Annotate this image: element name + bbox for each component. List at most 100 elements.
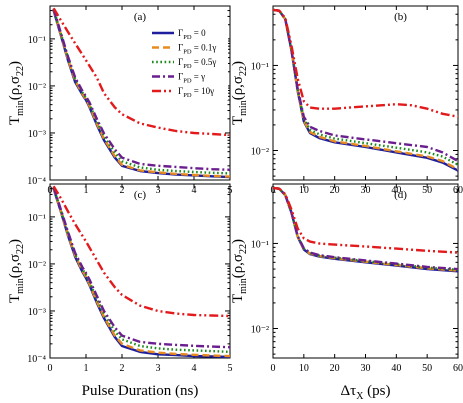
x-axis-label: Pulse Duration (ns) bbox=[82, 383, 199, 399]
panel-c: 0 1 2 3 4 5 10⁻¹ 10⁻² 10⁻³ 10⁻⁴ Tmin(ρ,σ22) Pulse D… bbox=[7, 183, 233, 399]
x-tick-label: 10 bbox=[299, 185, 309, 196]
y-tick-label: 10⁻³ bbox=[28, 129, 46, 140]
x-tick-label: 1 bbox=[84, 363, 89, 374]
y-axis-label-close: ) bbox=[7, 61, 23, 66]
panel-a: 0 1 2 3 4 510⁻¹10⁻²10⁻³10⁻⁴Tmin(ρ,σ22)(a)ΓPD … bbox=[7, 5, 233, 196]
panel-label: (a) bbox=[134, 11, 147, 23]
x-tick-label: 3 bbox=[156, 185, 161, 196]
series-group bbox=[52, 185, 230, 358]
series-line-dot bbox=[52, 187, 230, 354]
y-axis-label-sub2: 22 bbox=[15, 244, 26, 254]
y-axis-label-close: ) bbox=[230, 61, 246, 66]
x-tick-label: 0 bbox=[271, 363, 276, 374]
y-tick-label: 10⁻³ bbox=[28, 307, 46, 318]
panel-d: 0 10 20 30 40 50 60 10⁻¹ 10⁻² Tmin(ρ,σ22) ΔτX (ps)… bbox=[230, 183, 463, 402]
x-tick-label: 50 bbox=[422, 185, 432, 196]
y-axis-label-sub2: 22 bbox=[15, 66, 26, 76]
series-line-dash bbox=[52, 187, 230, 358]
x-axis-label-rest: (ps) bbox=[363, 383, 390, 399]
legend-box bbox=[150, 24, 228, 100]
x-tick-label: 2 bbox=[120, 185, 125, 196]
plot-frame bbox=[49, 183, 231, 359]
y-axis-label: Tmin(ρ,σ22) bbox=[7, 239, 26, 303]
x-axis-label: ΔτX (ps) bbox=[341, 383, 391, 402]
x-tick-label: 5 bbox=[228, 363, 233, 374]
y-axis-label-body: (ρ,σ bbox=[7, 76, 23, 100]
legend-label-sub: PD bbox=[183, 92, 192, 99]
series-line-dashdot bbox=[273, 186, 458, 271]
x-tick-label: 3 bbox=[156, 363, 161, 374]
y-tick-label: 10⁻² bbox=[251, 325, 269, 336]
x-tick-label: 20 bbox=[330, 363, 340, 374]
x-tick-label: 4 bbox=[192, 185, 197, 196]
legend-label-sub: PD bbox=[183, 49, 192, 56]
legend-label-sub: PD bbox=[183, 78, 192, 85]
y-axis-label-sub: min bbox=[15, 278, 26, 294]
series-line-solid bbox=[52, 188, 230, 358]
y-axis-label-sub: min bbox=[15, 100, 26, 116]
x-tick-label: 2 bbox=[120, 363, 125, 374]
series-line-dashdot bbox=[52, 186, 230, 349]
legend-label-sub: PD bbox=[183, 34, 192, 41]
series-line-dashdotdot bbox=[273, 8, 458, 118]
series-group bbox=[273, 186, 458, 273]
series-line-dot bbox=[273, 8, 458, 166]
series-line-dashdotdot bbox=[273, 186, 458, 254]
y-axis-label-close: ) bbox=[230, 239, 246, 244]
x-tick-label: 10 bbox=[299, 363, 309, 374]
series-line-dashdotdot bbox=[52, 185, 230, 318]
y-axis-label: Tmin(ρ,σ22) bbox=[230, 61, 249, 125]
y-tick-label: 10⁻² bbox=[28, 260, 46, 271]
y-tick-label: 10⁻² bbox=[251, 147, 269, 158]
y-axis-label: Tmin(ρ,σ22) bbox=[230, 239, 249, 303]
legend-label-rest: = 0.1γ bbox=[192, 43, 217, 53]
y-axis-label-sub2: 22 bbox=[238, 244, 249, 254]
series-line-dot bbox=[273, 186, 458, 271]
series-group bbox=[273, 8, 458, 172]
x-tick-label: 1 bbox=[84, 185, 89, 196]
series-group bbox=[52, 7, 230, 179]
legend-label-rest: = 0.5γ bbox=[192, 57, 217, 67]
y-tick-label: 10⁻⁴ bbox=[27, 176, 46, 187]
x-tick-label: 30 bbox=[361, 363, 371, 374]
series-line-solid bbox=[273, 186, 458, 273]
panel-label: (d) bbox=[394, 189, 407, 201]
y-axis-label-sub: min bbox=[238, 278, 249, 294]
x-tick-label: 40 bbox=[391, 185, 401, 196]
y-tick-label: 10⁻¹ bbox=[251, 61, 269, 72]
x-tick-label: 4 bbox=[192, 363, 197, 374]
series-line-dashdot bbox=[273, 8, 458, 163]
y-axis-label-sub2: 22 bbox=[238, 66, 249, 76]
panel-label: (c) bbox=[134, 189, 147, 201]
legend-label-rest: = γ bbox=[192, 72, 206, 82]
y-axis-label-body: (ρ,σ bbox=[7, 254, 23, 278]
x-axis-label-sub: X bbox=[356, 391, 364, 402]
y-tick-label: 10⁻² bbox=[28, 82, 46, 93]
x-tick-label: 60 bbox=[453, 363, 463, 374]
x-tick-label: 50 bbox=[422, 363, 432, 374]
y-axis-label-sub: min bbox=[238, 100, 249, 116]
y-tick-label: 10⁻¹ bbox=[28, 213, 46, 224]
legend-label-sub: PD bbox=[183, 63, 192, 70]
plot-frame bbox=[272, 183, 459, 359]
x-tick-label: 20 bbox=[330, 185, 340, 196]
y-tick-label: 10⁻⁴ bbox=[27, 354, 46, 365]
y-tick-label: 10⁻¹ bbox=[251, 239, 269, 250]
x-tick-label: 30 bbox=[361, 185, 371, 196]
series-line-dashdot bbox=[52, 8, 230, 171]
legend-label-rest: = 10γ bbox=[192, 86, 215, 96]
series-line-dash bbox=[273, 186, 458, 272]
legend-label-rest: = 0 bbox=[192, 28, 207, 38]
series-line-dashdotdot bbox=[52, 7, 230, 137]
y-axis-label-body: (ρ,σ bbox=[230, 254, 246, 278]
panels-layer: 0 1 2 3 4 5 10⁻¹ 10⁻² 10⁻³ 10⁻⁴ Tmin(ρ,σ22) (a)ΓPD … bbox=[7, 5, 463, 402]
y-axis-label: Tmin(ρ,σ22) bbox=[7, 61, 26, 125]
panel-label: (b) bbox=[394, 11, 407, 23]
y-tick-label: 10⁻¹ bbox=[28, 35, 46, 46]
x-tick-label: 40 bbox=[391, 363, 401, 374]
y-axis-label-body: (ρ,σ bbox=[230, 76, 246, 100]
x-tick-label: 0 bbox=[48, 363, 53, 374]
